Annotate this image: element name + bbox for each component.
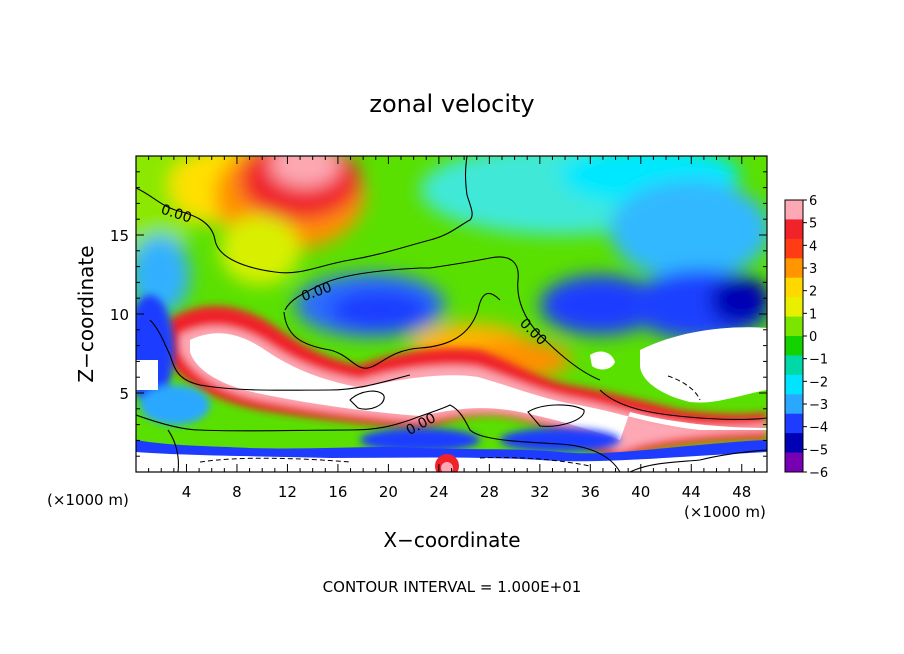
colorbar-swatch (785, 413, 803, 434)
colorbar-label: 0 (809, 330, 817, 345)
colorbar-label: 3 (809, 262, 817, 277)
colorbar-label: 1 (809, 307, 817, 322)
colorbar-swatch (785, 277, 803, 298)
x-axis: 4 8 12 16 20 24 28 32 36 40 44 48 (148, 156, 755, 501)
x-unit-label-left: (×1000 m) (47, 491, 129, 509)
x-tick-label: 44 (682, 483, 701, 501)
colorbar-swatch (785, 219, 803, 240)
x-axis-title: X−coordinate (383, 528, 520, 552)
colorbar-swatch (785, 374, 803, 395)
colorbar: 6 5 4 3 2 1 0 −1 −2 −3 −4 −5 −6 (784, 194, 828, 481)
colorbar-label: −4 (809, 421, 828, 436)
colorbar-swatch (785, 200, 803, 220)
colorbar-swatch (785, 394, 803, 415)
x-tick-label: 28 (480, 483, 499, 501)
colorbar-swatch (785, 297, 803, 318)
x-tick-label: 32 (530, 483, 549, 501)
colorbar-swatch (785, 258, 803, 279)
x-tick-label: 24 (429, 483, 448, 501)
colorbar-swatch (785, 452, 803, 473)
colorbar-swatch (785, 238, 803, 259)
x-tick-label: 40 (631, 483, 650, 501)
colorbar-label: −3 (809, 398, 828, 413)
y-tick-label: 15 (110, 227, 129, 245)
colorbar-label: −1 (809, 353, 828, 368)
colorbar-swatch (785, 316, 803, 337)
y-axis: 5 10 15 (110, 171, 767, 457)
heatmap-field (136, 156, 767, 472)
chart-title: zonal velocity (369, 90, 534, 118)
y-tick-label: 5 (119, 385, 129, 403)
x-unit-label-right: (×1000 m) (684, 503, 766, 521)
colorbar-swatch (785, 336, 803, 356)
contour-interval-note: CONTOUR INTERVAL = 1.000E+01 (323, 578, 582, 596)
y-axis-title: Z−coordinate (74, 245, 98, 382)
colorbar-label: −2 (809, 375, 828, 390)
colorbar-label: 2 (809, 285, 817, 300)
x-tick-label: 4 (182, 483, 192, 501)
colorbar-swatch (785, 355, 803, 376)
x-tick-label: 20 (379, 483, 398, 501)
colorbar-label: −6 (809, 466, 828, 481)
colorbar-label: 4 (809, 239, 817, 254)
x-tick-label: 36 (581, 483, 600, 501)
x-tick-label: 12 (278, 483, 297, 501)
colorbar-label: 5 (809, 217, 817, 232)
x-tick-label: 16 (328, 483, 347, 501)
y-tick-label: 10 (110, 306, 129, 324)
colorbar-label: 6 (809, 194, 817, 209)
x-tick-label: 8 (232, 483, 242, 501)
x-tick-label: 48 (732, 483, 751, 501)
colorbar-swatch (785, 433, 803, 454)
colorbar-label: −5 (809, 443, 828, 458)
